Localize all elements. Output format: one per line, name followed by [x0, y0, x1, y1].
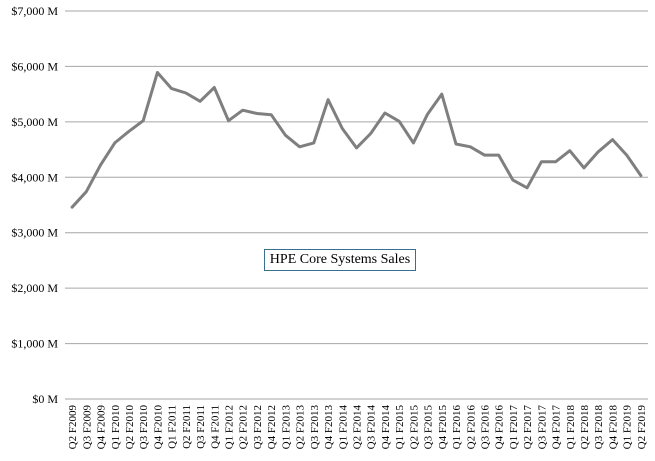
x-tick-label: Q2 F2014 — [352, 405, 364, 450]
series-line — [70, 71, 643, 209]
x-tick-label: Q2 F2015 — [408, 405, 420, 450]
x-tick-label: Q3 F2011 — [195, 405, 207, 449]
x-tick-label: Q1 F2014 — [337, 405, 349, 450]
x-tick-label: Q2 F2012 — [238, 405, 250, 449]
series-0-line — [70, 71, 643, 209]
x-tick-label: Q1 F2010 — [110, 405, 122, 450]
x-tick-label: Q2 F2011 — [181, 405, 193, 449]
x-tick-label: Q1 F2013 — [280, 405, 292, 450]
y-tick-label: $6,000 M — [11, 59, 58, 73]
x-tick-label: Q3 F2015 — [423, 405, 435, 450]
y-tick-label: $2,000 M — [11, 281, 58, 295]
y-tick-label: $5,000 M — [11, 115, 58, 129]
x-tick-label: Q3 F2014 — [366, 405, 378, 450]
x-tick-label: Q3 F2009 — [81, 405, 93, 450]
x-tick-label: Q2 F2010 — [124, 405, 136, 450]
x-axis-tick-labels: Q2 F2009 Q3 F2009 Q4 F2009 Q1 F2010 Q2 F2010… — [67, 405, 648, 450]
x-tick-label: Q3 F2017 — [536, 405, 548, 450]
gridlines — [65, 10, 648, 400]
x-tick-label: Q2 F2016 — [465, 405, 477, 450]
x-tick-label: Q3 F2012 — [252, 405, 264, 449]
x-tick-label: Q1 F2016 — [451, 405, 463, 450]
x-tick-label: Q2 F2017 — [522, 405, 534, 450]
y-tick-label: $3,000 M — [11, 226, 58, 240]
x-tick-label: Q3 F2010 — [138, 405, 150, 450]
x-tick-label: Q4 F2013 — [323, 405, 335, 450]
x-tick-label: Q2 F2013 — [295, 405, 307, 450]
y-tick-label: $4,000 M — [11, 170, 58, 184]
x-tick-label: Q1 F2017 — [508, 405, 520, 450]
y-tick-label: $0 M — [32, 392, 58, 406]
x-tick-label: Q4 F2011 — [209, 405, 221, 449]
x-tick-label: Q4 F2015 — [437, 405, 449, 450]
chart-title: HPE Core Systems Sales — [264, 249, 416, 271]
x-tick-label: Q3 F2018 — [593, 405, 605, 450]
x-tick-label: Q4 F2017 — [551, 405, 563, 450]
x-tick-label: Q1 F2019 — [622, 405, 634, 450]
x-tick-label: Q4 F2010 — [152, 405, 164, 450]
y-axis-tick-labels: $0 M $1,000 M $2,000 M $3,000 M $4,000 M $5,0… — [11, 4, 58, 406]
x-tick-label: Q1 F2012 — [224, 405, 236, 449]
x-tick-label: Q3 F2016 — [479, 405, 491, 450]
x-tick-label: Q4 F2012 — [266, 405, 278, 449]
x-tick-label: Q2 F2009 — [67, 405, 79, 450]
x-tick-label: Q4 F2014 — [380, 405, 392, 450]
y-tick-label: $7,000 M — [11, 4, 58, 18]
x-tick-label: Q2 F2018 — [579, 405, 591, 450]
x-tick-label: Q1 F2018 — [565, 405, 577, 450]
x-tick-label: Q1 F2015 — [394, 405, 406, 450]
x-tick-label: Q4 F2009 — [96, 405, 108, 450]
x-tick-label: Q1 F2011 — [167, 405, 179, 449]
x-tick-label: Q2 F2019 — [636, 405, 648, 450]
x-tick-label: Q3 F2013 — [309, 405, 321, 450]
x-tick-label: Q4 F2018 — [607, 405, 619, 450]
x-tick-label: Q4 F2016 — [494, 405, 506, 450]
y-tick-label: $1,000 M — [11, 337, 58, 351]
